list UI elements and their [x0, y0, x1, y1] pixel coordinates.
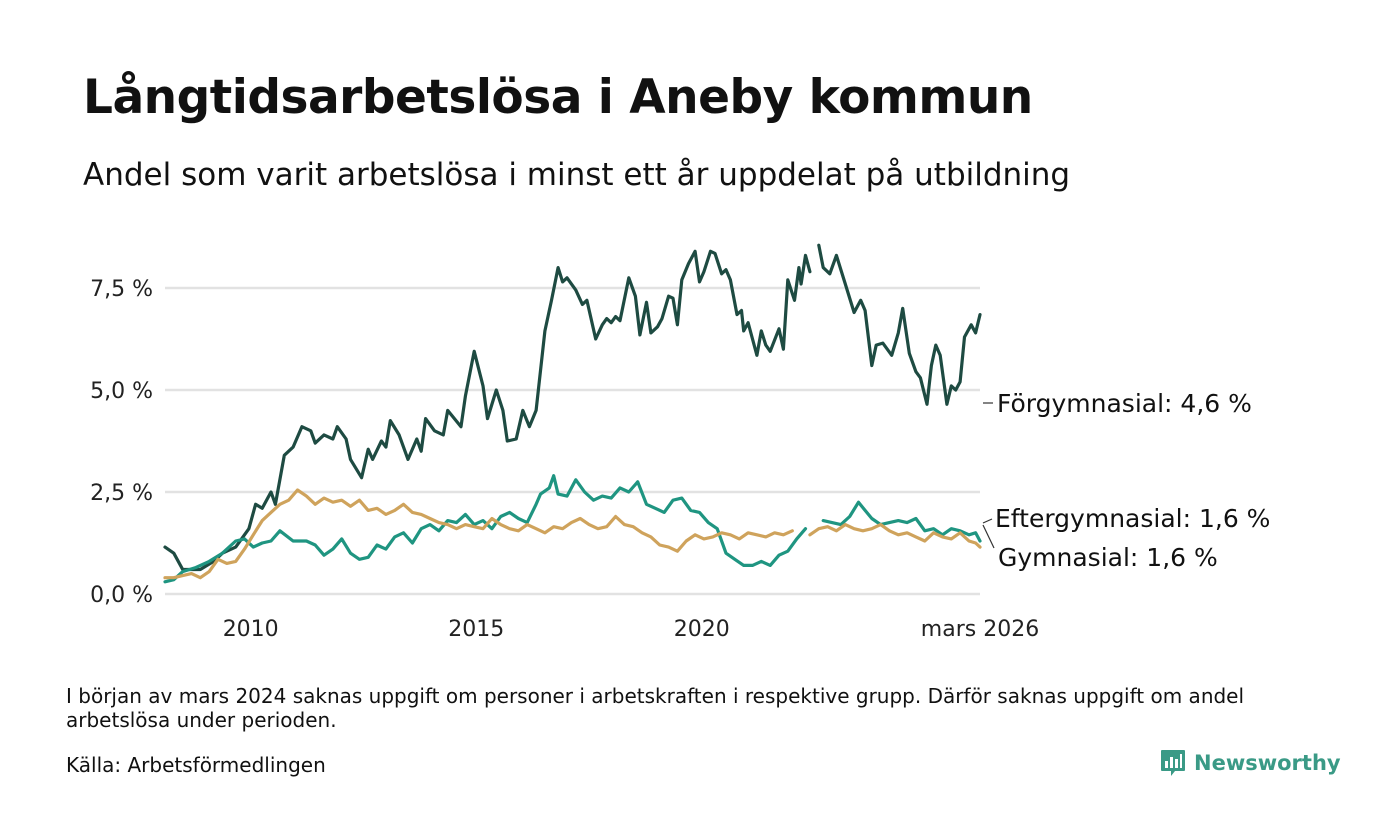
footnote: I början av mars 2024 saknas uppgift om …: [66, 684, 1245, 732]
y-tick-label: 5,0 %: [90, 379, 153, 404]
series-line-gymnasial-1: [808, 523, 982, 549]
series-lines: [163, 243, 982, 584]
series-line-eftergymnasial-1: [821, 500, 982, 543]
x-tick-label: mars 2026: [921, 617, 1039, 642]
y-tick-label: 7,5 %: [90, 277, 153, 302]
bar-chart-icon: [1161, 750, 1185, 776]
series-line-förgymnasial-1: [817, 243, 982, 406]
grid-lines: [165, 286, 980, 596]
chart-subtitle: Andel som varit arbetslösa i minst ett å…: [83, 157, 1071, 193]
series-label-gymnasial: Gymnasial: 1,6 %: [998, 543, 1218, 572]
brand-name: Newsworthy: [1194, 751, 1341, 775]
series-label-eftergymnasial: Eftergymnasial: 1,6 %: [995, 504, 1270, 533]
x-tick-label: 2015: [448, 617, 504, 642]
y-axis-ticks: 0,0 % 2,5 % 5,0 % 7,5 %: [90, 277, 153, 608]
y-tick-label: 2,5 %: [90, 481, 153, 506]
series-line-förgymnasial-0: [163, 249, 812, 572]
x-tick-label: 2010: [223, 617, 279, 642]
series-line-gymnasial-0: [163, 488, 794, 580]
chart-title: Långtidsarbetslösa i Aneby kommun: [83, 70, 1033, 125]
line-chart: 0,0 % 2,5 % 5,0 % 7,5 % 2010 2015 2020 mars 20…: [90, 243, 1270, 642]
x-tick-label: 2020: [674, 617, 730, 642]
label-connector: [982, 518, 993, 524]
label-connector: [982, 524, 995, 549]
series-end-labels: Förgymnasial: 4,6 % Eftergymnasial: 1,6 %…: [982, 389, 1270, 572]
y-tick-label: 0,0 %: [90, 583, 153, 608]
series-line-eftergymnasial-0: [163, 474, 808, 584]
x-axis-ticks: 2010 2015 2020 mars 2026: [223, 617, 1040, 642]
newsworthy-logo: Newsworthy: [1160, 748, 1341, 778]
source-text: Källa: Arbetsförmedlingen: [66, 753, 326, 777]
series-label-förgymnasial: Förgymnasial: 4,6 %: [997, 389, 1252, 418]
